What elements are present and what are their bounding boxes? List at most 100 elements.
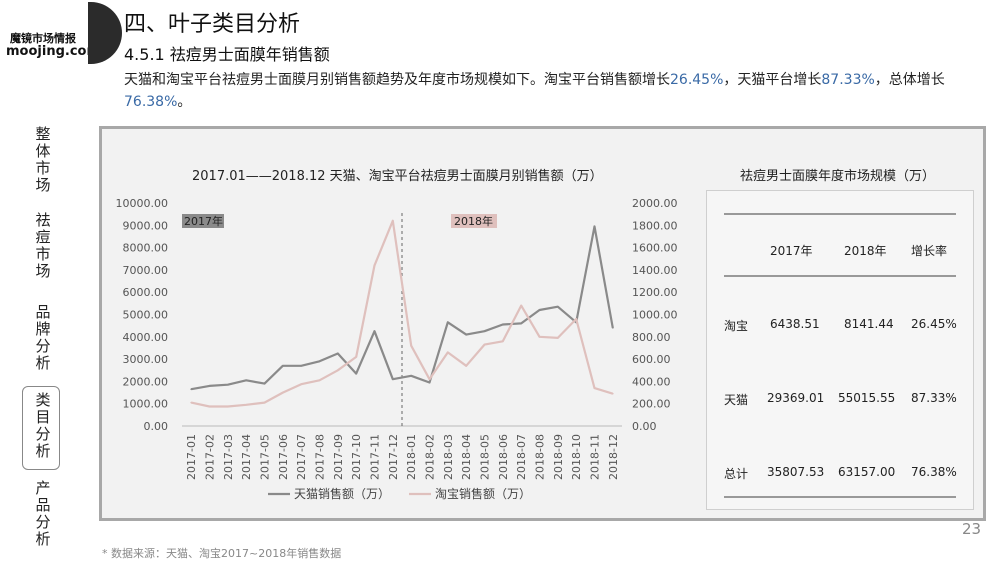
table-cell: 26.45% bbox=[911, 317, 957, 331]
y-right-tick-label: 1200.00 bbox=[632, 286, 678, 299]
tmall-data-point bbox=[483, 330, 486, 333]
taobao-data-point bbox=[337, 369, 339, 372]
series-line-tmall bbox=[191, 225, 614, 391]
taobao-data-point bbox=[190, 401, 192, 404]
x-tick-label: 2017-05 bbox=[259, 434, 272, 480]
tmall-data-point bbox=[502, 323, 504, 326]
annual-market-table bbox=[706, 190, 974, 510]
nav-item-category-analysis[interactable]: 类目分析 bbox=[35, 391, 51, 460]
y-left-tick-label: 4000.00 bbox=[123, 331, 169, 344]
table-rule-bottom bbox=[724, 496, 956, 498]
x-tick-label: 2018-07 bbox=[515, 434, 528, 480]
tmall-data-point bbox=[538, 309, 541, 311]
x-tick-label: 2017-03 bbox=[222, 434, 235, 480]
table-row-label: 总计 bbox=[724, 467, 749, 481]
x-tick-label: 2017-10 bbox=[350, 434, 363, 480]
x-tick-label: 2017-06 bbox=[277, 434, 290, 480]
x-tick-label: 2018-03 bbox=[442, 434, 455, 480]
y-left-tick-label: 8000.00 bbox=[123, 242, 169, 255]
taobao-data-point bbox=[373, 264, 376, 267]
table-row-label: 天猫 bbox=[724, 393, 749, 407]
tmall-data-point bbox=[557, 305, 559, 308]
tmall-data-point bbox=[245, 379, 247, 382]
tmall-data-point bbox=[208, 385, 211, 387]
nav-item-product-analysis[interactable]: 产品分析 bbox=[35, 479, 51, 548]
y-right-tick-label: 1400.00 bbox=[632, 264, 678, 277]
taobao-data-point bbox=[355, 356, 357, 358]
taobao-data-point bbox=[392, 220, 394, 222]
logo-domain: moojing.com bbox=[6, 44, 101, 59]
table-header-2017: 2017年 bbox=[770, 244, 813, 258]
taobao-data-point bbox=[245, 404, 247, 406]
x-tick-label: 2017-04 bbox=[240, 434, 253, 480]
taobao-data-point bbox=[502, 340, 504, 343]
taobao-data-point bbox=[447, 351, 449, 354]
y-right-tick-label: 200.00 bbox=[632, 398, 671, 411]
x-tick-label: 2017-12 bbox=[387, 434, 400, 480]
x-tick-label: 2018-02 bbox=[424, 434, 437, 480]
y-left-tick-label: 1000.00 bbox=[123, 398, 169, 411]
tmall-data-point bbox=[593, 225, 596, 228]
x-tick-label: 2018-12 bbox=[607, 434, 620, 480]
tmall-data-point bbox=[282, 364, 284, 367]
y-right-tick-label: 800.00 bbox=[632, 331, 671, 344]
taobao-data-point bbox=[300, 383, 302, 385]
y-left-tick-label: 7000.00 bbox=[123, 264, 169, 277]
y-left-tick-label: 2000.00 bbox=[123, 375, 169, 388]
tmall-data-point bbox=[373, 330, 376, 333]
x-tick-label: 2017-08 bbox=[314, 434, 327, 480]
y-left-tick-label: 10000.00 bbox=[116, 197, 169, 210]
y-left-tick-label: 0.00 bbox=[144, 420, 169, 433]
taobao-data-point bbox=[227, 405, 229, 408]
y-right-tick-label: 2000.00 bbox=[632, 197, 678, 210]
legend-label: 淘宝销售额（万） bbox=[435, 486, 531, 501]
taobao-data-point bbox=[557, 337, 559, 339]
year-tag-2018-bg bbox=[451, 214, 497, 228]
taobao-data-point bbox=[410, 344, 412, 347]
table-rule-top bbox=[724, 213, 956, 215]
x-tick-label: 2018-04 bbox=[460, 434, 473, 480]
logo-text: 魔镜市场情报 bbox=[10, 32, 76, 45]
tmall-data-point bbox=[337, 352, 339, 355]
taobao-data-point bbox=[520, 304, 522, 307]
x-tick-label: 2018-01 bbox=[405, 434, 418, 480]
y-right-tick-label: 1600.00 bbox=[632, 242, 678, 255]
nav-item-overall-market[interactable]: 整体市场 bbox=[35, 125, 51, 194]
page-number: 23 bbox=[962, 520, 982, 538]
tmall-data-point bbox=[300, 364, 302, 367]
tmall-data-point bbox=[227, 383, 229, 386]
x-tick-label: 2018-10 bbox=[570, 434, 583, 480]
year-tag-2017-bg bbox=[182, 214, 224, 228]
table-header-2018: 2018年 bbox=[844, 244, 887, 258]
taobao-data-point bbox=[465, 364, 467, 367]
tmall-data-point bbox=[410, 375, 412, 377]
tmall-growth-value: 87.33% bbox=[821, 72, 875, 88]
y-left-tick-label: 3000.00 bbox=[123, 353, 169, 366]
taobao-data-point bbox=[263, 401, 266, 404]
tmall-data-point bbox=[465, 333, 467, 336]
taobao-data-point bbox=[483, 343, 486, 346]
x-tick-label: 2018-06 bbox=[497, 434, 510, 480]
table-cell: 6438.51 bbox=[770, 317, 820, 331]
y-right-tick-label: 1800.00 bbox=[632, 219, 678, 232]
x-tick-label: 2018-11 bbox=[589, 434, 602, 480]
x-tick-label: 2018-09 bbox=[552, 434, 565, 480]
nav-item-acne-market[interactable]: 祛痘市场 bbox=[35, 211, 51, 280]
year-tag-2018: 2018年 bbox=[454, 214, 493, 228]
table-cell: 8141.44 bbox=[844, 317, 894, 331]
y-right-tick-label: 600.00 bbox=[632, 353, 671, 366]
series-line-taobao bbox=[190, 219, 614, 408]
y-left-tick-label: 6000.00 bbox=[123, 286, 169, 299]
table-cell: 63157.00 bbox=[838, 465, 896, 479]
tmall-data-point bbox=[520, 322, 522, 325]
year-tag-2017: 2017年 bbox=[184, 214, 223, 228]
nav-item-brand-analysis[interactable]: 品牌分析 bbox=[35, 303, 51, 372]
taobao-data-point bbox=[593, 387, 596, 389]
taobao-data-point bbox=[318, 379, 321, 382]
taobao-data-point bbox=[575, 318, 577, 320]
table-cell: 87.33% bbox=[911, 391, 957, 405]
table-cell: 76.38% bbox=[911, 465, 957, 479]
total-growth-value: 76.38% bbox=[124, 94, 178, 110]
taobao-data-point bbox=[612, 392, 614, 395]
